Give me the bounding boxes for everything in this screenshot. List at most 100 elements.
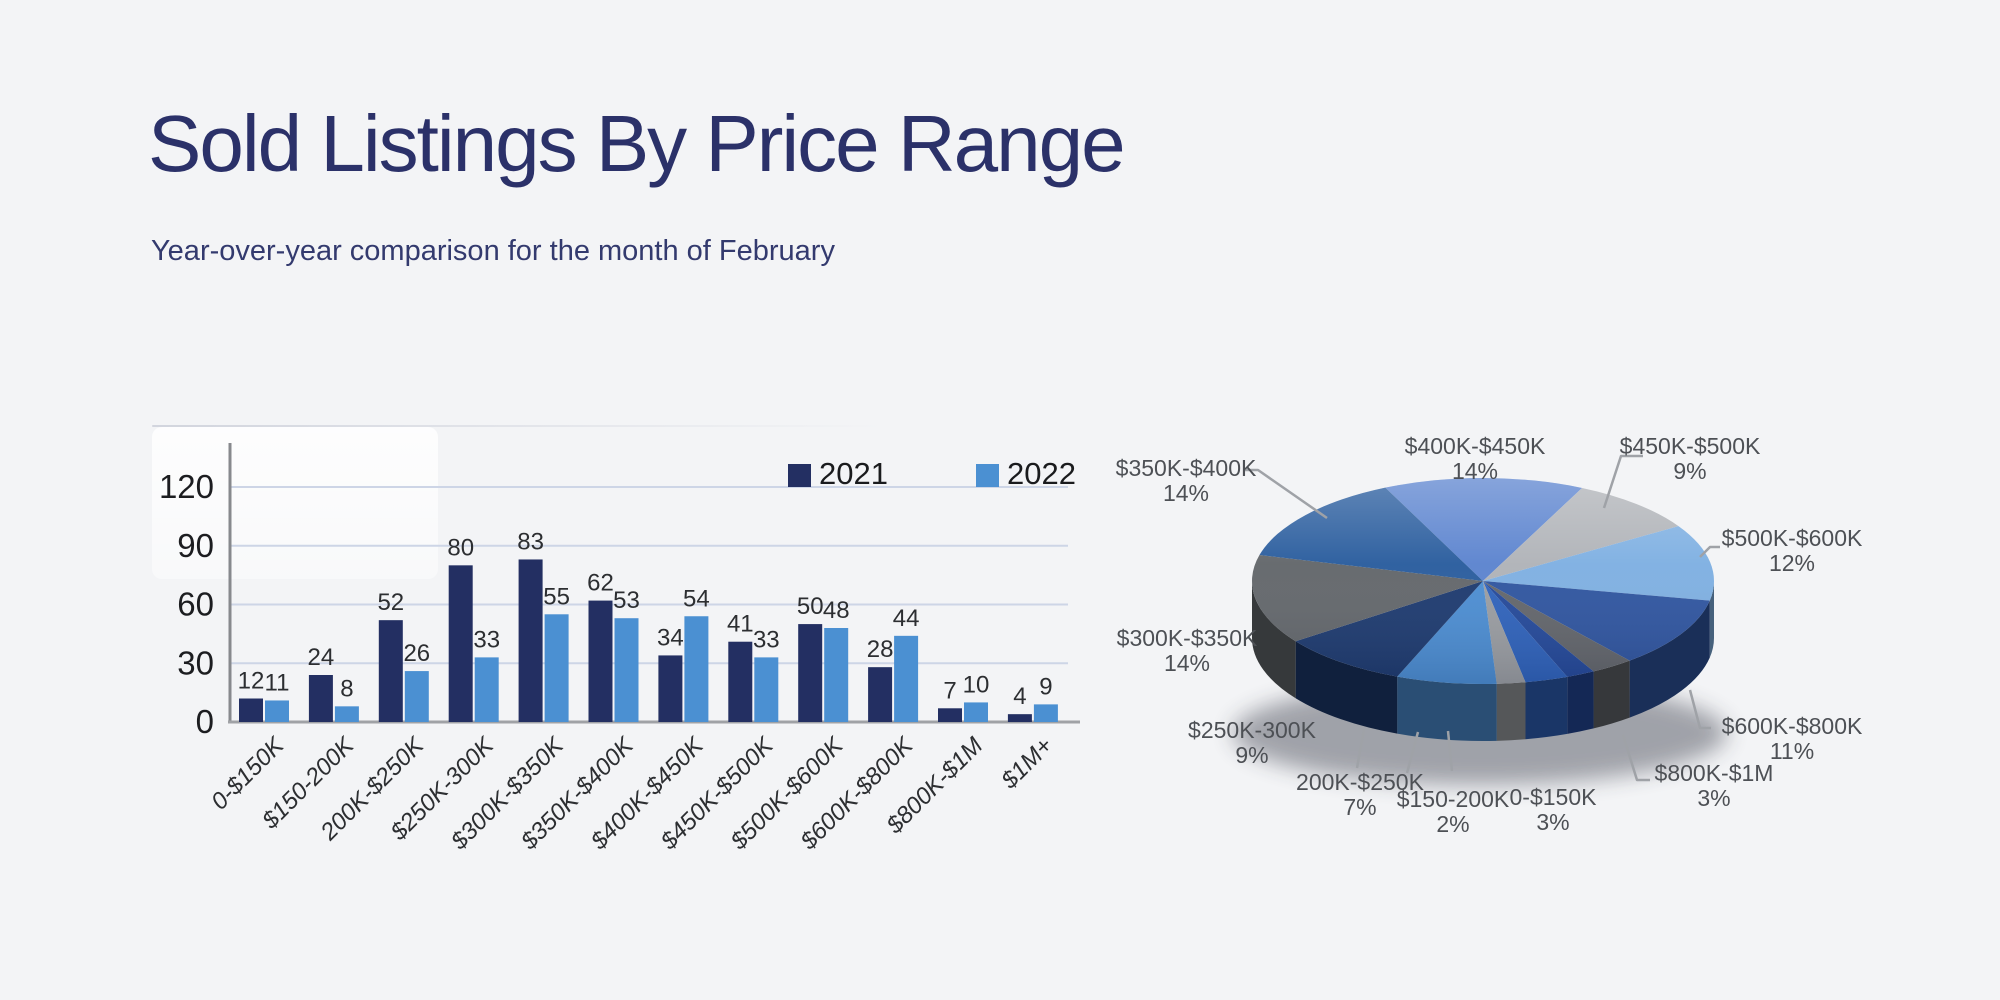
bar-2022 — [474, 657, 499, 722]
bar-value-label-2021: 50 — [797, 593, 824, 620]
bar-2021 — [728, 641, 753, 722]
pie-leader-line — [1355, 728, 1366, 769]
bar-value-label-2022: 10 — [963, 671, 990, 698]
pie-slice-label: 0-$150K — [1510, 784, 1598, 810]
bar-value-label-2022: 33 — [473, 626, 500, 653]
pie-slice-label: $250K-300K — [1188, 717, 1317, 743]
pie-slice-side — [1629, 600, 1710, 718]
bar-2021 — [868, 667, 893, 722]
pie-leader-line — [1258, 723, 1281, 736]
bar-2021 — [798, 624, 823, 722]
bar-value-label-2022: 44 — [893, 605, 920, 632]
pie-slice-side — [1525, 676, 1568, 740]
pie-slice-label: $150-200K — [1397, 786, 1510, 812]
page-subtitle: Year-over-year comparison for the month … — [151, 235, 835, 267]
pie-slice-percent: 14% — [1164, 650, 1210, 676]
x-axis-category-label: $1M+ — [995, 732, 1058, 795]
pie-sheen — [1252, 478, 1714, 684]
bar-2021 — [308, 675, 333, 722]
bar-value-label-2022: 8 — [340, 675, 353, 702]
pie-slice-label: $500K-$600K — [1722, 525, 1863, 551]
bar-value-label-2022: 33 — [753, 626, 780, 653]
bar-2021 — [1007, 714, 1032, 722]
bar-value-label-2021: 28 — [867, 636, 894, 663]
pie-slice-percent: 3% — [1697, 785, 1730, 811]
pie-slice-label: $800K-$1M — [1655, 760, 1774, 786]
bar-value-label-2021: 24 — [308, 644, 335, 671]
bar-2022 — [754, 657, 779, 722]
bar-value-label-2022: 9 — [1039, 673, 1052, 700]
y-axis-tick-label: 90 — [177, 527, 214, 564]
bar-value-label-2021: 80 — [447, 534, 474, 561]
bar-2021 — [448, 565, 473, 722]
y-axis-tick-label: 0 — [196, 703, 214, 740]
bar-value-label-2021: 62 — [587, 570, 614, 597]
pie-slice-label: $400K-$450K — [1405, 433, 1546, 459]
y-axis-tick-label: 30 — [177, 644, 214, 681]
legend-swatch-2022 — [976, 464, 999, 487]
y-axis-tick-label: 60 — [177, 586, 214, 623]
pie-slice-label: $300K-$350K — [1117, 625, 1258, 651]
pie-slice-percent: 2% — [1436, 811, 1469, 837]
pie-slice-label: $600K-$800K — [1722, 713, 1863, 739]
bar-value-label-2021: 7 — [943, 677, 956, 704]
bar-value-label-2021: 83 — [517, 528, 544, 555]
bar-value-label-2022: 55 — [543, 583, 570, 610]
pie-slice-percent: 9% — [1235, 742, 1268, 768]
bar-value-label-2022: 26 — [403, 640, 430, 667]
pie-slice-percent: 14% — [1452, 458, 1498, 484]
bar-2021 — [938, 708, 962, 722]
bar-2022 — [894, 635, 919, 722]
page-title: Sold Listings By Price Range — [148, 99, 1126, 188]
bar-2022 — [964, 702, 988, 722]
bar-2021 — [658, 655, 683, 722]
y-axis-tick-label: 120 — [159, 468, 214, 505]
bar-value-label-2022: 53 — [613, 587, 640, 614]
bar-value-label-2022: 54 — [683, 585, 710, 612]
bar-2022 — [265, 700, 289, 722]
bar-value-label-2021: 12 — [238, 668, 265, 695]
pie-leader-line — [1243, 468, 1328, 520]
bar-value-label-2021: 4 — [1013, 683, 1026, 710]
legend-label-2022: 2022 — [1007, 456, 1076, 491]
decorative-card — [152, 427, 438, 579]
pie-slice-side — [1496, 682, 1526, 741]
pie-slice-percent: 7% — [1343, 794, 1376, 820]
pie-slice-side — [1252, 581, 1296, 699]
bar-value-label-2021: 34 — [657, 624, 684, 651]
pie-slice-percent: 3% — [1536, 809, 1569, 835]
pie-leader-line — [1602, 454, 1643, 509]
pie-slice-side — [1397, 676, 1497, 741]
pie-chart: 0-$150K3%$150-200K2%200K-$250K7%$250K-30… — [1116, 433, 1863, 837]
bar-2022 — [614, 618, 639, 722]
legend-label-2021: 2021 — [819, 456, 888, 491]
pie-slice-percent: 11% — [1770, 738, 1814, 764]
pie-leader-line — [1688, 689, 1711, 730]
bar-2021 — [378, 620, 403, 722]
pie-slice-percent: 14% — [1163, 480, 1209, 506]
bar-2022 — [824, 628, 849, 722]
pie-slice-side — [1709, 581, 1714, 658]
legend-swatch-2021 — [788, 464, 811, 487]
pie-slice-label: 200K-$250K — [1296, 769, 1425, 795]
pie-slice-side — [1593, 660, 1630, 729]
bar-2022 — [544, 614, 569, 722]
bar-value-label-2021: 41 — [727, 611, 754, 638]
pie-slice-side — [1295, 641, 1398, 734]
bar-2022 — [684, 616, 709, 722]
decorative-card-edge — [152, 425, 884, 427]
pie-leader-line — [1446, 730, 1454, 772]
bar-2022 — [404, 671, 429, 722]
pie-slice-side — [1567, 671, 1594, 734]
bar-2021 — [518, 559, 543, 722]
pie-leader-line — [1699, 545, 1720, 558]
bar-value-label-2021: 52 — [377, 589, 404, 616]
bar-2021 — [239, 698, 263, 722]
pie-slice-label: $450K-$500K — [1620, 433, 1761, 459]
bar-2022 — [1033, 704, 1058, 722]
pie-leader-line — [1621, 734, 1650, 782]
bar-2022 — [334, 706, 359, 722]
bar-value-label-2022: 11 — [265, 669, 290, 696]
pie-slice-label: $350K-$400K — [1116, 455, 1257, 481]
